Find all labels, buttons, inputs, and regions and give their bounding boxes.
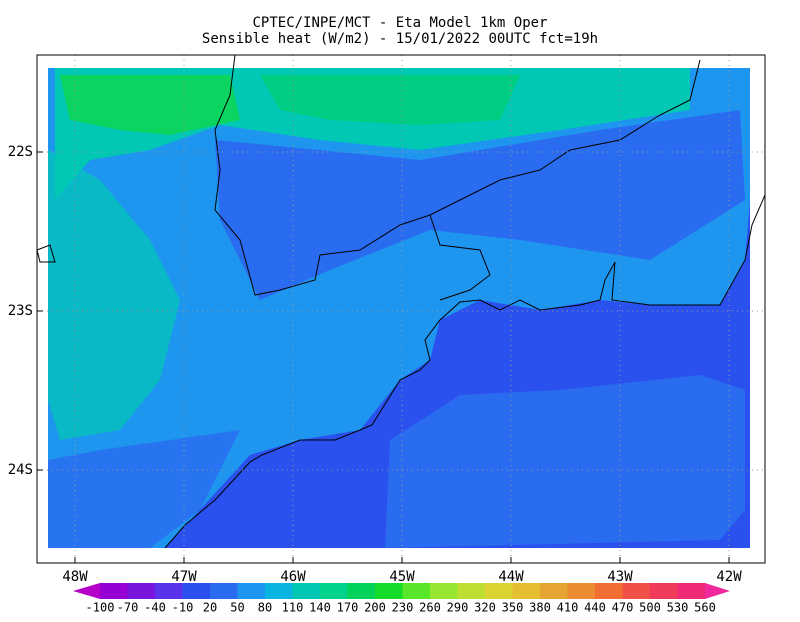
field-offshore xyxy=(385,375,745,548)
colorbar-box xyxy=(677,583,706,599)
lon-label: 45W xyxy=(389,569,415,585)
coast-fragment xyxy=(36,244,56,263)
colorbar-label: -70 xyxy=(117,601,139,615)
colorbar-label: 140 xyxy=(309,601,331,615)
colorbar-box xyxy=(320,583,348,599)
colorbar-label: 20 xyxy=(203,601,217,615)
colorbar-label: -100 xyxy=(86,601,115,615)
field-green-patch xyxy=(60,75,240,135)
lon-label: 47W xyxy=(171,569,197,585)
colorbar-box xyxy=(512,583,541,599)
colorbar-arrow-left xyxy=(73,583,100,599)
field-dark-inland xyxy=(215,110,745,300)
colorbar-label: -10 xyxy=(172,601,194,615)
lon-label: 44W xyxy=(498,569,524,585)
colorbar-label: 110 xyxy=(282,601,304,615)
colorbar-box xyxy=(292,583,321,599)
colorbar-box xyxy=(457,583,486,599)
colorbar-box xyxy=(265,583,293,599)
field xyxy=(48,68,750,548)
lon-label: 48W xyxy=(62,569,88,585)
grid: 22S 23S 24S 48W 47W 46W 45W 44W 43W 42W xyxy=(8,55,765,585)
colorbar-label: 200 xyxy=(364,601,386,615)
lon-label: 42W xyxy=(716,569,742,585)
lat-label: 22S xyxy=(8,144,33,160)
colorbar-label: 170 xyxy=(337,601,359,615)
colorbar-label: 320 xyxy=(474,601,496,615)
coastline xyxy=(164,194,766,549)
colorbar-label: 380 xyxy=(529,601,551,615)
state-border xyxy=(429,214,491,301)
colorbar-label: 260 xyxy=(419,601,441,615)
colorbar-box xyxy=(622,583,651,599)
colorbar-label: 350 xyxy=(502,601,524,615)
colorbar-arrow-right xyxy=(705,583,730,599)
lat-label: 23S xyxy=(8,303,33,319)
colorbar: -100 -70 -40 -10 20 50 80 110 140 170 200 230 260 290… xyxy=(73,583,730,615)
colorbar-label: 410 xyxy=(557,601,579,615)
field-southwest xyxy=(48,430,240,548)
colorbar-label: 290 xyxy=(447,601,469,615)
colorbar-box xyxy=(430,583,458,599)
title-line-1: CPTEC/INPE/MCT - Eta Model 1km Oper xyxy=(252,15,547,31)
colorbar-box xyxy=(127,583,156,599)
colorbar-box xyxy=(540,583,568,599)
lon-label: 46W xyxy=(280,569,306,585)
colorbar-label: 470 xyxy=(612,601,634,615)
title-line-2: Sensible heat (W/m2) - 15/01/2022 00UTC … xyxy=(202,31,598,47)
coastlines xyxy=(36,54,766,549)
lon-label: 43W xyxy=(607,569,633,585)
colorbar-label: 560 xyxy=(694,601,716,615)
colorbar-label: 50 xyxy=(230,601,244,615)
colorbar-label: 80 xyxy=(258,601,272,615)
colorbar-box xyxy=(182,583,211,599)
map-frame xyxy=(36,54,766,564)
colorbar-box xyxy=(650,583,678,599)
field-west-strip xyxy=(48,150,180,440)
colorbar-box xyxy=(485,583,513,599)
colorbar-label: 230 xyxy=(392,601,414,615)
colorbar-box xyxy=(567,583,596,599)
colorbar-box xyxy=(210,583,238,599)
colorbar-box xyxy=(595,583,623,599)
colorbar-box xyxy=(347,583,376,599)
colorbar-box xyxy=(100,583,128,599)
colorbar-box xyxy=(237,583,266,599)
colorbar-label: -40 xyxy=(144,601,166,615)
colorbar-label: 440 xyxy=(584,601,606,615)
colorbar-label: 530 xyxy=(667,601,689,615)
colorbar-label: 500 xyxy=(639,601,661,615)
colorbar-box xyxy=(155,583,183,599)
colorbar-box xyxy=(402,583,431,599)
state-border xyxy=(214,54,701,296)
lat-label: 24S xyxy=(8,462,33,478)
colorbar-box xyxy=(375,583,403,599)
field-green-patch xyxy=(260,75,520,125)
